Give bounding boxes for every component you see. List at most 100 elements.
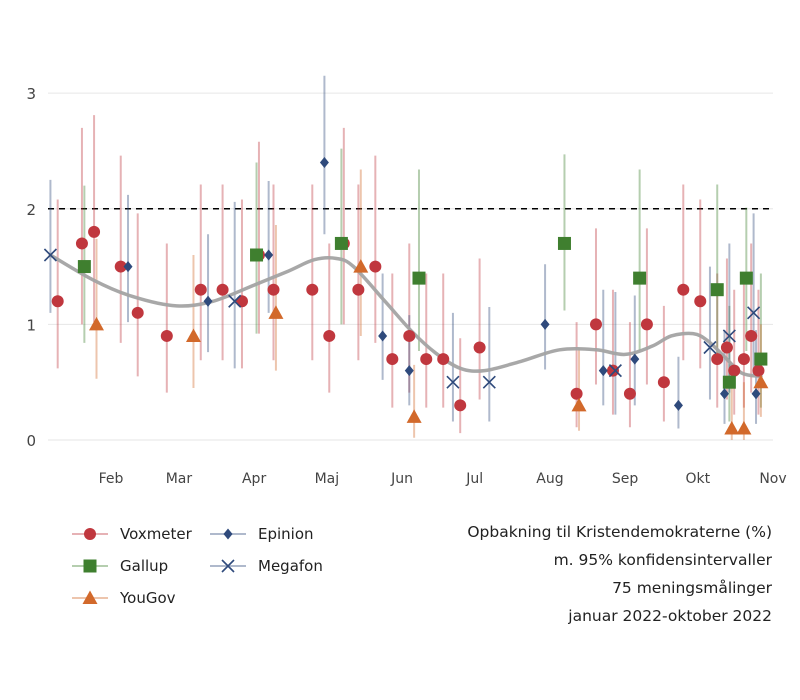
point-voxmeter bbox=[131, 306, 144, 319]
point-voxmeter bbox=[352, 283, 365, 296]
point-megafon bbox=[608, 364, 622, 378]
point-megafon bbox=[722, 329, 736, 343]
point-voxmeter bbox=[88, 225, 101, 238]
point-voxmeter bbox=[306, 283, 319, 296]
point-megafon bbox=[703, 340, 717, 355]
caption-period: januar 2022-oktober 2022 bbox=[568, 607, 772, 625]
point-megafon bbox=[43, 248, 57, 262]
point-voxmeter bbox=[216, 283, 229, 296]
legend-swatch-megafon bbox=[210, 559, 246, 573]
errorbar-layer bbox=[49, 75, 762, 440]
x-tick-label: Mar bbox=[166, 471, 193, 487]
x-tick-label: Jun bbox=[390, 471, 413, 487]
point-voxmeter bbox=[437, 353, 450, 366]
x-tick-label: Maj bbox=[315, 471, 340, 487]
legend-label-epinion: Epinion bbox=[258, 525, 314, 543]
legend-marker-yougov bbox=[82, 590, 98, 604]
point-epinion bbox=[598, 365, 608, 377]
x-tick-label: Sep bbox=[612, 471, 639, 487]
y-tick-label: 2 bbox=[26, 201, 36, 219]
point-gallup bbox=[633, 271, 647, 285]
point-voxmeter bbox=[623, 387, 636, 400]
legend-item-megafon: Megafon bbox=[208, 556, 323, 576]
point-gallup bbox=[754, 352, 768, 366]
point-epinion bbox=[123, 261, 133, 273]
point-yougov bbox=[724, 420, 740, 435]
point-voxmeter bbox=[728, 364, 741, 377]
point-gallup bbox=[722, 375, 736, 389]
point-epinion bbox=[720, 388, 730, 400]
point-epinion bbox=[751, 388, 761, 400]
legend-label-voxmeter: Voxmeter bbox=[120, 525, 192, 543]
x-tick-label: Apr bbox=[242, 471, 266, 487]
legend-label-yougov: YouGov bbox=[120, 589, 176, 607]
point-gallup bbox=[710, 283, 724, 297]
point-yougov bbox=[753, 374, 769, 389]
legend-swatch-voxmeter bbox=[72, 528, 108, 540]
legend-label-megafon: Megafon bbox=[258, 557, 323, 575]
x-tick-label: Aug bbox=[536, 471, 563, 487]
point-voxmeter bbox=[386, 353, 399, 366]
point-yougov bbox=[268, 305, 284, 319]
point-voxmeter bbox=[114, 260, 127, 273]
point-voxmeter bbox=[369, 260, 382, 273]
x-tick-label: Nov bbox=[759, 471, 786, 487]
point-voxmeter bbox=[473, 341, 486, 354]
poll-chart: 0 1 2 3 Feb Mar Apr Maj Jun Jul Aug Sep Okt Nov bbox=[26, 75, 787, 487]
point-gallup bbox=[250, 248, 264, 262]
x-tick-label: Okt bbox=[686, 471, 711, 487]
point-voxmeter bbox=[752, 364, 765, 377]
point-yougov bbox=[88, 316, 104, 331]
point-voxmeter bbox=[323, 329, 336, 342]
point-voxmeter bbox=[694, 295, 707, 308]
point-megafon bbox=[747, 306, 761, 320]
caption-title: Opbakning til Kristendemokraterne (%) bbox=[467, 523, 772, 541]
point-gallup bbox=[77, 260, 91, 274]
point-epinion bbox=[319, 157, 329, 168]
point-megafon bbox=[228, 294, 242, 308]
point-voxmeter bbox=[711, 353, 724, 366]
chart-caption: Opbakning til Kristendemokraterne (%) m.… bbox=[467, 518, 772, 630]
point-gallup bbox=[412, 271, 426, 285]
point-voxmeter bbox=[454, 399, 467, 412]
legend-swatch-yougov bbox=[72, 590, 108, 604]
axis-layer: 0 1 2 3 Feb Mar Apr Maj Jun Jul Aug Sep Okt Nov bbox=[26, 85, 786, 487]
legend-marker-voxmeter bbox=[84, 528, 96, 540]
legend-marker-megafon bbox=[221, 559, 235, 573]
trend-layer bbox=[48, 253, 763, 379]
point-epinion bbox=[378, 330, 388, 342]
point-epinion bbox=[264, 249, 274, 261]
legend-marker-gallup bbox=[83, 559, 97, 573]
point-epinion bbox=[540, 318, 550, 330]
point-voxmeter bbox=[640, 318, 653, 331]
point-epinion bbox=[203, 295, 213, 307]
point-voxmeter bbox=[745, 329, 758, 342]
point-voxmeter bbox=[194, 283, 207, 296]
point-gallup bbox=[557, 236, 571, 250]
point-voxmeter bbox=[403, 329, 416, 342]
point-yougov bbox=[571, 397, 587, 412]
point-epinion bbox=[673, 399, 683, 411]
point-voxmeter bbox=[589, 318, 602, 331]
point-voxmeter bbox=[677, 283, 690, 296]
point-voxmeter bbox=[235, 295, 248, 308]
legend-item-epinion: Epinion bbox=[208, 524, 314, 544]
point-voxmeter bbox=[720, 341, 733, 354]
point-voxmeter bbox=[51, 295, 64, 308]
point-voxmeter bbox=[606, 364, 619, 377]
x-tick-label: Jul bbox=[465, 471, 483, 487]
point-yougov bbox=[185, 328, 201, 342]
point-voxmeter bbox=[737, 353, 750, 366]
y-tick-label: 1 bbox=[26, 316, 36, 334]
legend-swatch-epinion bbox=[210, 528, 246, 540]
point-megafon bbox=[482, 375, 496, 389]
point-voxmeter bbox=[420, 353, 433, 366]
x-tick-label: Feb bbox=[99, 471, 124, 487]
point-gallup bbox=[739, 271, 753, 285]
point-epinion bbox=[404, 365, 414, 377]
y-tick-label: 0 bbox=[26, 432, 36, 450]
caption-subtitle: m. 95% konfidensintervaller bbox=[553, 551, 772, 569]
point-megafon bbox=[446, 375, 460, 389]
point-epinion bbox=[630, 353, 640, 365]
